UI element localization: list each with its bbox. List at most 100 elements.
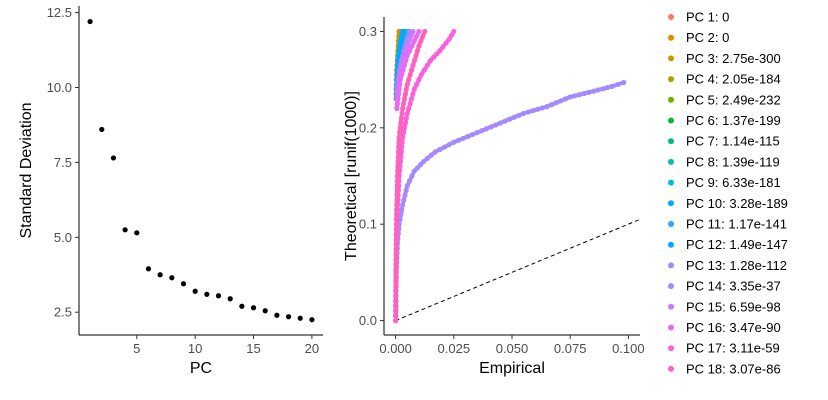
data-point (497, 120, 503, 126)
data-point (393, 257, 399, 263)
legend-item: PC 4: 2.05e-184 (668, 72, 781, 87)
data-point (394, 207, 400, 213)
data-point (595, 87, 601, 93)
data-point (404, 52, 410, 59)
legend-item: PC 14: 3.35e-37 (668, 279, 781, 294)
data-point (413, 33, 420, 39)
data-point (621, 79, 627, 86)
data-point (410, 28, 416, 35)
data-point (402, 120, 409, 126)
data-point (562, 96, 569, 102)
data-point (393, 252, 399, 258)
reference-line (395, 218, 641, 322)
data-point (399, 207, 405, 213)
x-tick-label: 0.100 (612, 341, 645, 356)
data-point (493, 122, 499, 128)
data-point (469, 131, 476, 138)
data-point (393, 287, 399, 293)
data-point (407, 178, 413, 184)
data-point (393, 221, 399, 227)
data-point (398, 120, 404, 126)
data-point (122, 227, 128, 233)
data-point (393, 272, 399, 278)
data-point (410, 91, 416, 97)
data-point (600, 86, 606, 92)
legend-key (668, 138, 674, 145)
data-point (479, 128, 485, 134)
legend-key (668, 179, 674, 186)
data-point (399, 110, 405, 116)
data-point (411, 57, 418, 63)
data-point (590, 88, 597, 94)
data-point (404, 81, 410, 88)
data-point (488, 124, 494, 130)
data-point (402, 91, 409, 97)
data-point (285, 314, 292, 320)
legend-item: PC 13: 1.28e-112 (668, 258, 787, 273)
data-point (394, 192, 400, 198)
data-point (393, 236, 399, 242)
legend-key (668, 365, 674, 372)
data-point (413, 52, 419, 59)
legend-label: PC 7: 1.14e-115 (686, 134, 780, 149)
data-point (395, 96, 401, 102)
legend-label: PC 3: 2.75e-300 (686, 51, 781, 66)
data-point (396, 144, 402, 150)
data-point (407, 48, 413, 54)
legend-item: PC 16: 3.47e-90 (668, 320, 781, 335)
y-tick-label: 5.0 (54, 230, 72, 245)
data-point (215, 293, 222, 299)
legend-label: PC 15: 6.59e-98 (686, 299, 781, 314)
data-point (525, 109, 531, 115)
data-point (404, 183, 410, 189)
data-point (395, 163, 401, 169)
data-point (407, 101, 413, 107)
x-tick-label: 10 (188, 341, 202, 356)
data-point (511, 114, 517, 120)
data-point (393, 297, 399, 303)
legend-key (668, 117, 674, 124)
legend-label: PC 11: 1.17e-141 (686, 217, 787, 232)
legend-label: PC 13: 1.28e-112 (686, 258, 787, 273)
legend-key (668, 14, 674, 20)
series-14 (393, 79, 627, 324)
data-point (396, 134, 402, 141)
data-point (406, 105, 412, 112)
data-point (399, 72, 405, 78)
legend-item: PC 15: 6.59e-98 (668, 299, 781, 314)
legend-item: PC 5: 2.49e-232 (668, 92, 781, 107)
data-point (393, 307, 399, 314)
data-point (409, 173, 415, 179)
data-point (397, 125, 403, 131)
data-point (408, 33, 414, 39)
data-point (460, 135, 466, 142)
series-16 (394, 28, 422, 112)
data-point (502, 118, 508, 124)
data-point (239, 303, 245, 309)
data-point (394, 183, 400, 189)
legend-label: PC 12: 1.49e-147 (686, 237, 788, 252)
data-point (448, 32, 455, 38)
data-point (420, 158, 427, 165)
data-point (406, 38, 412, 44)
y-tick-label: 0.1 (359, 217, 377, 232)
data-point (401, 28, 407, 35)
data-point (402, 192, 408, 198)
legend-item: PC 9: 6.33e-181 (668, 175, 781, 190)
data-point (408, 96, 415, 102)
data-point (572, 93, 578, 99)
data-point (110, 155, 117, 161)
data-point (441, 144, 448, 150)
data-point (530, 108, 536, 114)
data-point (446, 36, 452, 42)
legend-key (668, 221, 674, 227)
data-point (446, 142, 452, 148)
legend-item: PC 12: 1.49e-147 (668, 237, 788, 252)
data-point (393, 312, 399, 319)
data-point (403, 115, 409, 121)
data-point (428, 152, 434, 158)
x-axis-title: Empirical (479, 360, 545, 377)
x-tick-label: 15 (246, 341, 260, 356)
data-point (440, 44, 446, 50)
data-point (397, 77, 403, 83)
